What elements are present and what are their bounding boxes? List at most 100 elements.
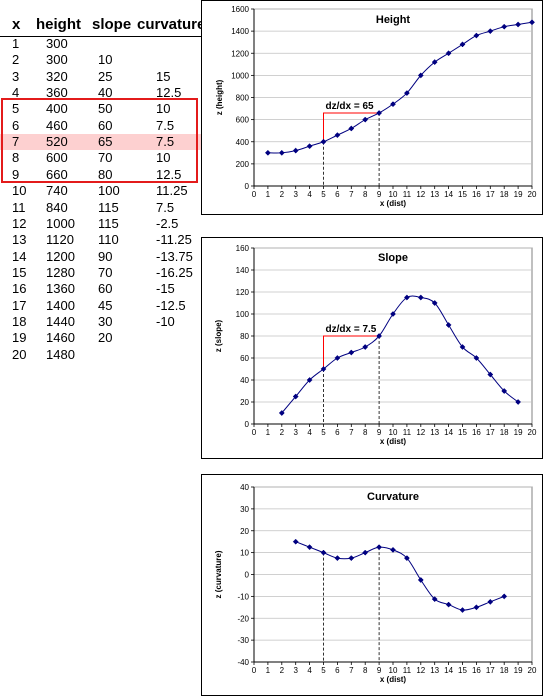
cell-curvature: -11.25 [156, 232, 192, 248]
curvature-x-tick-label: 6 [335, 666, 340, 675]
cell-slope: 115 [98, 199, 119, 215]
curvature-data-point [348, 555, 355, 562]
table-row: 11 840 115 7.5 [0, 200, 205, 216]
slope-x-tick-label: 19 [514, 428, 523, 437]
slope-y-axis-label: z (slope) [214, 319, 223, 352]
slope-chart-title: Slope [378, 252, 408, 264]
curvature-x-tick-label: 15 [458, 666, 467, 675]
height-data-point [292, 147, 299, 154]
slope-data-point [403, 294, 410, 301]
cell-slope: 110 [98, 232, 119, 248]
cell-x: 2 [12, 52, 20, 68]
table-row: 16 1360 60 -15 [0, 281, 205, 297]
cell-height: 1360 [46, 281, 75, 297]
curvature-x-tick-label: 14 [444, 666, 453, 675]
cell-height: 460 [46, 117, 68, 133]
height-slope-step [323, 112, 380, 142]
slope-x-tick-label: 20 [528, 428, 537, 437]
height-y-tick-label: 1200 [231, 49, 249, 58]
cell-x: 10 [12, 183, 27, 199]
slope-y-tick-label: 140 [236, 266, 250, 275]
slope-x-tick-label: 12 [416, 428, 425, 437]
table-row: 8 600 70 10 [0, 150, 205, 166]
slope-x-tick-label: 6 [335, 428, 340, 437]
height-x-tick-label: 9 [377, 190, 382, 199]
cell-x: 4 [12, 85, 20, 101]
curvature-x-tick-label: 11 [403, 666, 412, 675]
slope-x-tick-label: 1 [266, 428, 271, 437]
height-data-point [390, 101, 396, 108]
height-y-tick-label: 800 [236, 94, 250, 103]
slope-data-point [320, 366, 327, 372]
table-row: 1 300 [0, 36, 205, 52]
cell-slope: 65 [98, 134, 113, 150]
slope-data-point [306, 377, 313, 383]
cell-slope: 10 [98, 52, 113, 68]
table-row: 12 1000 115 -2.5 [0, 216, 205, 232]
slope-x-tick-label: 17 [486, 428, 495, 437]
cell-height: 660 [46, 166, 68, 182]
height-annotation-label: dz/dx = 65 [326, 101, 375, 112]
slope-data-point [459, 344, 466, 350]
header-height: height [36, 16, 81, 33]
cell-x: 6 [12, 117, 20, 133]
slope-chart: 0 20 40 60 80 100 120 140 160 0 1 2 3 4 5 6 7 8 9 10 11 12 13 1… [201, 237, 543, 459]
slope-y-tick-label: 60 [240, 354, 249, 363]
height-x-tick-label: 14 [444, 190, 453, 199]
slope-x-tick-label: 14 [444, 428, 453, 437]
height-x-tick-label: 16 [472, 190, 481, 199]
cell-curvature: 7.5 [156, 134, 175, 150]
slope-data-point [334, 355, 341, 361]
cell-x: 12 [12, 215, 27, 231]
cell-slope: 45 [98, 297, 113, 313]
curvature-y-axis-label: z (curvature) [214, 550, 223, 598]
cell-curvature: -13.75 [156, 248, 193, 264]
cell-height: 840 [46, 199, 68, 215]
cell-x: 20 [12, 346, 27, 362]
curvature-y-tick-label: -10 [237, 592, 249, 601]
height-data-point [320, 138, 327, 145]
cell-curvature: -16.25 [156, 264, 193, 280]
slope-x-tick-label: 7 [349, 428, 354, 437]
slope-data-point [292, 393, 299, 400]
table-row: 18 1440 30 -10 [0, 314, 205, 330]
cell-curvature: 15 [156, 68, 171, 84]
cell-slope: 70 [98, 150, 113, 166]
cell-curvature: 12.5 [156, 166, 182, 182]
curvature-x-tick-label: 18 [500, 666, 509, 675]
slope-data-point [362, 344, 369, 350]
curvature-x-tick-label: 10 [389, 666, 398, 675]
cell-height: 600 [46, 150, 68, 166]
height-data-point [487, 28, 494, 35]
curvature-data-point [445, 601, 452, 608]
cell-slope: 60 [98, 281, 113, 297]
cell-slope: 90 [98, 248, 113, 264]
table-row: 2 300 10 [0, 52, 205, 68]
height-x-tick-label: 12 [416, 190, 425, 199]
cell-slope: 20 [98, 330, 113, 346]
slope-x-axis-label: x (dist) [380, 437, 407, 446]
height-y-tick-label: 1000 [231, 71, 249, 80]
curvature-x-tick-label: 1 [266, 666, 271, 675]
table-row: 9 660 80 12.5 [0, 167, 205, 183]
curvature-data-point [320, 549, 327, 556]
curvature-data-point [376, 544, 383, 551]
height-x-tick-label: 5 [321, 190, 326, 199]
table-row: 19 1460 20 [0, 330, 205, 346]
curvature-data-point [306, 544, 313, 551]
slope-y-tick-label: 20 [240, 398, 249, 407]
cell-curvature: 10 [156, 150, 171, 166]
curvature-x-tick-label: 7 [349, 666, 354, 675]
table-row: 6 460 60 7.5 [0, 118, 205, 134]
height-y-axis-label: z (height) [215, 79, 224, 115]
slope-annotation-label: dz/dx = 7.5 [326, 324, 377, 335]
curvature-x-tick-label: 3 [293, 666, 298, 675]
cell-height: 320 [46, 68, 68, 84]
curvature-y-tick-label: 20 [240, 527, 249, 536]
slope-x-tick-label: 3 [293, 428, 298, 437]
curvature-data-point [487, 598, 494, 605]
cell-x: 5 [12, 101, 20, 117]
table-row: 7 520 65 7.5 [0, 134, 205, 151]
cell-curvature: 12.5 [156, 85, 182, 101]
